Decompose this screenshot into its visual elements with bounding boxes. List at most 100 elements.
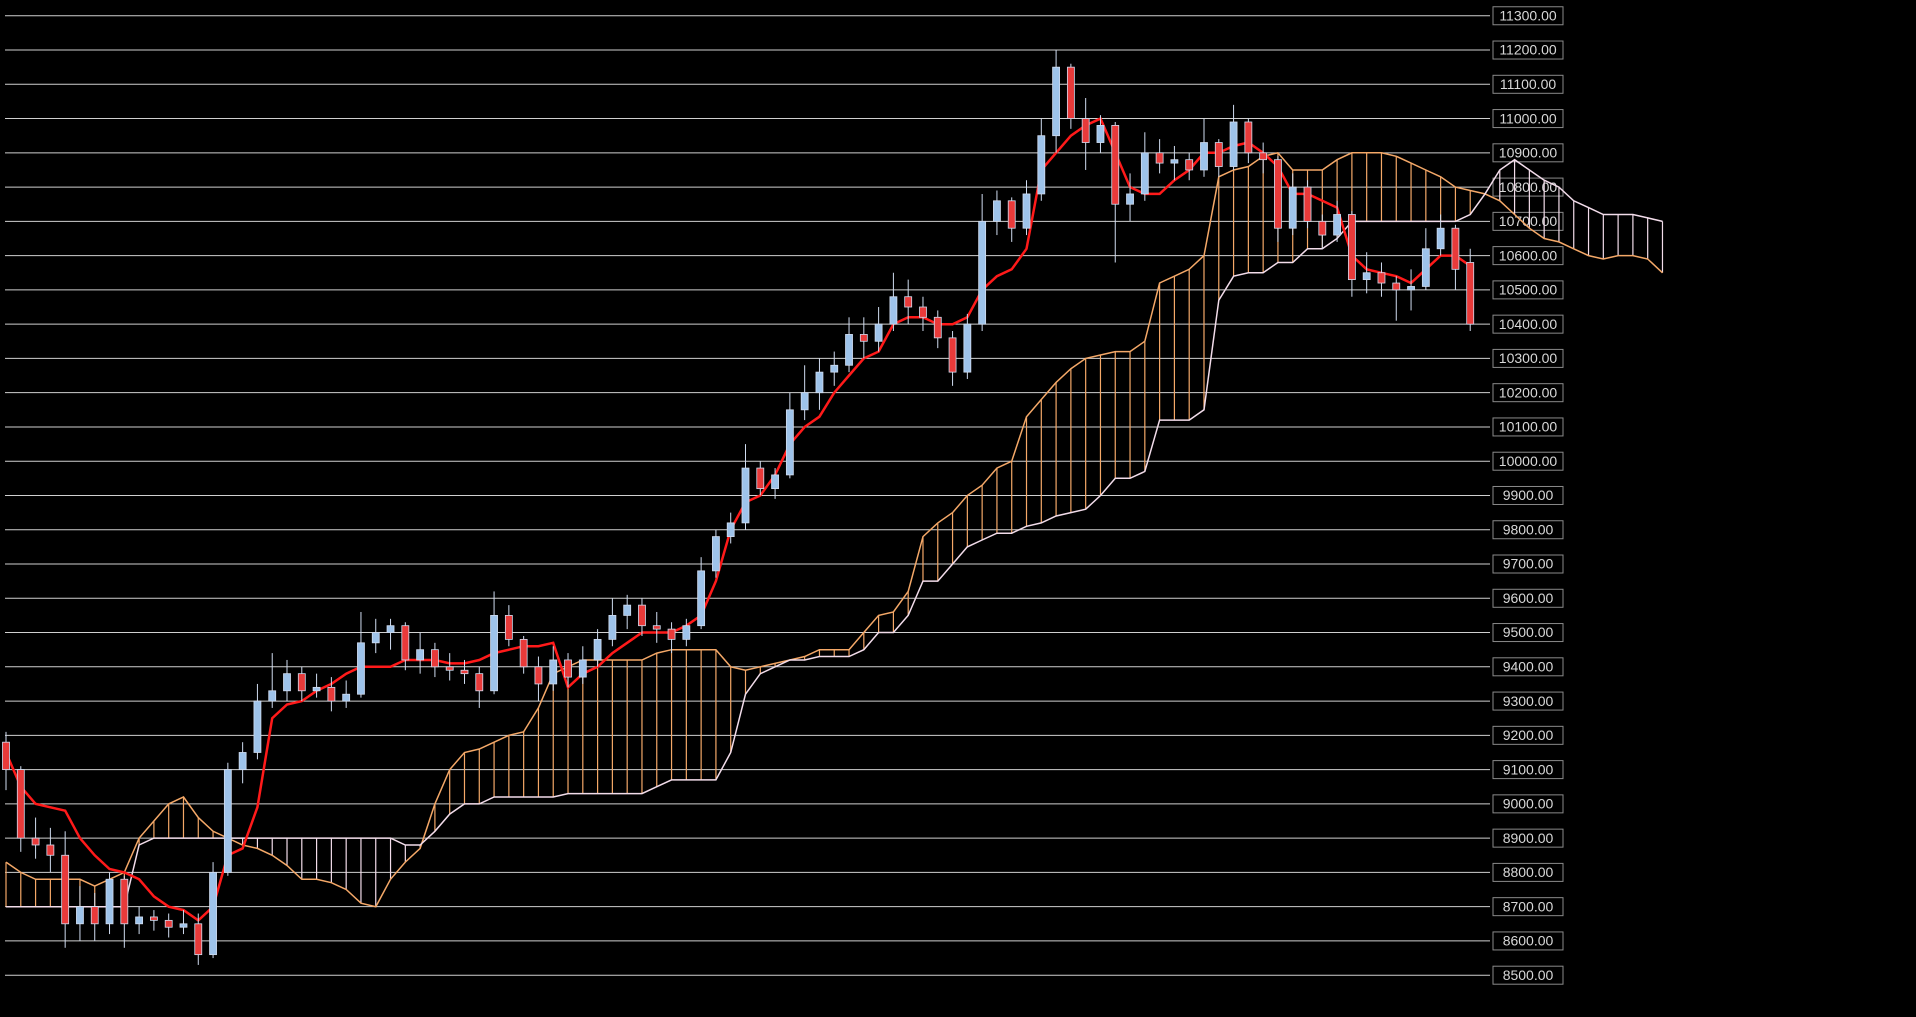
candle-body	[638, 604, 646, 627]
y-tick-label: 9700.00	[1503, 556, 1554, 572]
candle-body	[357, 642, 365, 695]
candle-body	[342, 693, 351, 702]
tick-label-box	[1492, 657, 1564, 677]
candle-body	[445, 666, 454, 671]
candle-body	[948, 337, 957, 373]
y-tick-label: 9500.00	[1503, 624, 1554, 640]
tick-label-box	[1492, 965, 1564, 985]
candle-body	[741, 467, 750, 524]
candle-body	[16, 769, 25, 839]
tick-label-box	[1492, 862, 1564, 882]
y-tick-label: 8600.00	[1503, 933, 1554, 949]
candle-body	[919, 306, 927, 318]
candle-body	[475, 673, 484, 692]
candle-body	[608, 615, 617, 640]
base-line	[4, 116, 1471, 923]
candle-body	[2, 741, 10, 771]
candle-body	[993, 200, 1001, 222]
y-tick-label: 9000.00	[1503, 796, 1554, 812]
tick-label-box	[1492, 588, 1564, 608]
candle-body	[1155, 152, 1164, 164]
candle-body	[401, 625, 410, 661]
tick-label-box	[1492, 828, 1564, 848]
candle-body	[712, 536, 720, 572]
y-tick-label: 11100.00	[1500, 76, 1557, 92]
candle-body	[1362, 272, 1371, 281]
candle-body	[105, 878, 114, 925]
y-tick-label: 11000.00	[1499, 110, 1557, 126]
candle-body	[297, 673, 306, 692]
candle-body	[904, 296, 913, 308]
tick-label-box	[1492, 554, 1564, 574]
candle-body	[1436, 227, 1445, 250]
candle-body	[135, 916, 144, 925]
candle-body	[164, 919, 173, 928]
tick-label-box	[1492, 383, 1564, 403]
tick-label-box	[1492, 931, 1564, 951]
candle-body	[726, 522, 735, 537]
tick-label-box	[1492, 623, 1564, 643]
y-tick-label: 8800.00	[1503, 864, 1554, 880]
tick-label-box	[1492, 897, 1564, 917]
y-tick-label: 10800.00	[1499, 179, 1558, 195]
candle-body	[490, 615, 498, 692]
candle-body	[209, 871, 217, 956]
candle-body	[90, 906, 99, 925]
candle-body	[1022, 193, 1031, 229]
candle-body	[593, 638, 602, 661]
candle-body	[1185, 159, 1194, 171]
candle-body	[549, 659, 558, 685]
candle-body	[253, 700, 262, 753]
tick-label-box	[1492, 520, 1564, 540]
candle-body	[1407, 286, 1415, 291]
candle-body	[845, 334, 853, 366]
y-tick-label: 10400.00	[1499, 316, 1558, 332]
candle-body	[785, 409, 794, 476]
tick-label-box	[1492, 177, 1564, 197]
candle-body	[504, 615, 513, 640]
span-a-line	[5, 151, 1664, 908]
candle-body	[756, 467, 765, 490]
tick-label-box	[1492, 143, 1564, 163]
candle-body	[771, 474, 779, 490]
candle-body	[889, 296, 898, 325]
y-tick-label: 10500.00	[1499, 282, 1558, 298]
tick-label-box	[1492, 314, 1564, 334]
tick-label-box	[1492, 725, 1564, 745]
candle-body	[1081, 118, 1090, 143]
tick-label-box	[1492, 280, 1564, 300]
candle-body	[874, 323, 883, 342]
candle-body	[578, 659, 587, 678]
y-tick-label: 10600.00	[1499, 247, 1558, 263]
candle-body	[1347, 214, 1356, 281]
candle-body	[800, 392, 809, 411]
candle-body	[1244, 121, 1253, 154]
candle-body	[623, 604, 632, 616]
candle-body	[1259, 152, 1268, 161]
y-tick-label: 9600.00	[1503, 590, 1554, 606]
tick-label-box	[1492, 451, 1564, 471]
y-tick-label: 9100.00	[1503, 761, 1554, 777]
tick-label-box	[1492, 794, 1564, 814]
y-tick-label: 10300.00	[1499, 350, 1558, 366]
candle-body	[31, 837, 40, 846]
candle-body	[1377, 272, 1386, 284]
candle-body	[1052, 66, 1060, 137]
candle-body	[697, 570, 706, 627]
candle-body	[1318, 220, 1327, 236]
candle-body	[1333, 214, 1341, 236]
candle-body	[268, 690, 277, 702]
y-tick-label: 8500.00	[1503, 967, 1554, 983]
candle-body	[61, 854, 70, 925]
candle-body	[564, 659, 572, 678]
y-tick-label: 10700.00	[1499, 213, 1558, 229]
candle-body	[978, 220, 987, 325]
y-tick-label: 10100.00	[1499, 419, 1558, 435]
tick-label-box	[1492, 246, 1564, 266]
candle-body	[120, 878, 129, 925]
candle-body	[1140, 152, 1149, 195]
candle-body	[327, 686, 336, 702]
